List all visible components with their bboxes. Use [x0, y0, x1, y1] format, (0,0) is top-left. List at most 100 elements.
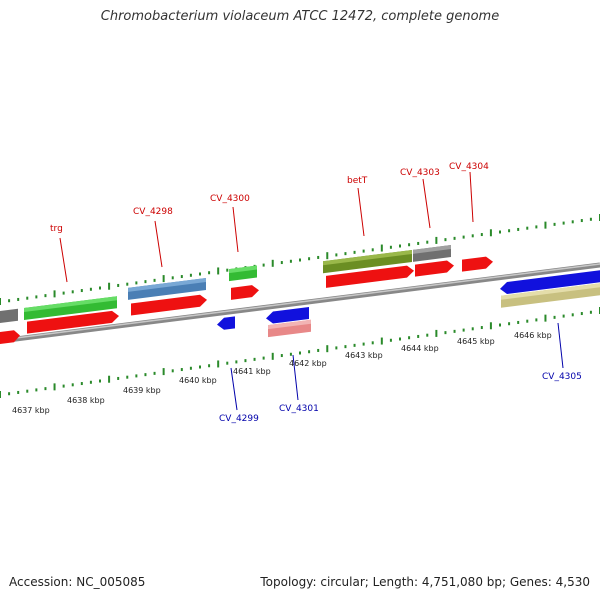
- tick-mark: [335, 253, 338, 257]
- tick-mark: [126, 282, 129, 286]
- scale-label: 4644 kbp: [401, 344, 439, 353]
- tick-mark: [8, 392, 11, 396]
- tick-mark: [317, 255, 320, 259]
- tick-mark: [44, 294, 47, 298]
- tick-mark: [480, 233, 483, 237]
- gene-label-cv4304: CV_4304: [449, 162, 489, 172]
- genome-summary-text: Topology: circular; Length: 4,751,080 bp…: [260, 575, 590, 589]
- tick-mark: [453, 236, 456, 240]
- tick-mark: [389, 245, 392, 249]
- tick-mark: [399, 337, 401, 341]
- tick-mark: [217, 360, 220, 368]
- tick-mark: [308, 257, 311, 261]
- tick-mark: [308, 350, 311, 354]
- tick-mark: [480, 326, 483, 330]
- tick-mark: [226, 361, 229, 365]
- tick-mark: [417, 334, 420, 338]
- tick-mark: [517, 320, 520, 324]
- tick-mark: [326, 345, 329, 353]
- tick-mark: [153, 371, 156, 375]
- outer-tick-row: [0, 214, 600, 305]
- tick-mark: [580, 312, 583, 316]
- tick-mark: [17, 297, 20, 301]
- tick-mark: [408, 243, 411, 247]
- tick-mark: [453, 329, 456, 333]
- tick-mark: [508, 229, 511, 233]
- tick-mark: [544, 314, 547, 322]
- cds-arrow-cv4304: [462, 256, 493, 272]
- tick-mark: [199, 365, 201, 369]
- tick-mark: [589, 310, 592, 314]
- tick-mark: [162, 275, 165, 283]
- tick-mark: [189, 273, 192, 277]
- gene-label-cv4301: CV_4301: [279, 404, 319, 414]
- tick-mark: [489, 322, 492, 330]
- tick-mark: [53, 290, 56, 298]
- tick-mark: [426, 240, 429, 244]
- tick-mark: [144, 280, 147, 284]
- tick-mark: [153, 278, 156, 282]
- tick-mark: [353, 250, 356, 254]
- tick-mark: [0, 391, 1, 398]
- reverse-labels: CV_4299 CV_4301 CV_4305: [219, 372, 582, 424]
- tick-mark: [80, 382, 83, 386]
- tick-mark: [299, 351, 301, 355]
- tick-mark: [117, 283, 120, 287]
- tick-mark: [208, 364, 211, 368]
- gene-label-cv4299: CV_4299: [219, 414, 259, 424]
- tick-mark: [417, 241, 420, 245]
- feature-gray-left: [0, 308, 18, 323]
- scale-label: 4645 kbp: [457, 337, 495, 346]
- tick-mark: [126, 375, 129, 379]
- cds-arrow-cv4298: [131, 294, 207, 316]
- tick-mark: [144, 373, 147, 377]
- tick-mark: [26, 389, 29, 393]
- gene-label-cv4303: CV_4303: [400, 168, 440, 178]
- tick-mark: [171, 276, 174, 280]
- scale-labels: 4637 kbp 4638 kbp 4639 kbp 4640 kbp 4641…: [12, 331, 552, 415]
- genome-backbone: [0, 262, 600, 344]
- tick-mark: [589, 217, 592, 221]
- tick-mark: [571, 220, 574, 224]
- tick-mark: [0, 298, 1, 305]
- scale-label: 4639 kbp: [123, 386, 161, 395]
- tick-mark: [80, 289, 83, 293]
- rev-arrow-cv4301: [266, 306, 309, 324]
- tick-mark: [562, 314, 565, 318]
- tick-mark: [508, 322, 511, 326]
- tick-mark: [189, 366, 192, 370]
- scale-label: 4640 kbp: [179, 376, 217, 385]
- forward-leaders: [59, 171, 474, 283]
- tick-mark: [462, 235, 465, 239]
- tick-mark: [135, 374, 138, 378]
- tick-mark: [253, 357, 256, 361]
- tick-mark: [526, 319, 529, 323]
- tick-mark: [426, 333, 429, 337]
- tick-mark: [244, 359, 247, 363]
- tick-mark: [117, 376, 120, 380]
- tick-mark: [344, 252, 347, 256]
- gene-label-cv4305: CV_4305: [542, 372, 582, 382]
- tick-mark: [262, 263, 265, 267]
- tick-mark: [62, 291, 65, 295]
- tick-mark: [71, 290, 74, 294]
- tick-mark: [99, 286, 101, 290]
- tick-mark: [517, 227, 520, 231]
- tick-mark: [180, 368, 183, 372]
- tick-mark: [489, 229, 492, 237]
- tick-mark: [526, 226, 529, 230]
- tick-mark: [344, 345, 347, 349]
- tick-mark: [335, 346, 338, 350]
- tick-mark: [444, 331, 447, 335]
- tick-mark: [262, 356, 265, 360]
- map-title: Chromobacterium violaceum ATCC 12472, co…: [100, 9, 500, 24]
- scale-label: 4641 kbp: [233, 367, 271, 376]
- tick-mark: [326, 252, 329, 260]
- tick-mark: [553, 315, 556, 319]
- tick-mark: [180, 275, 183, 279]
- tick-mark: [380, 337, 383, 345]
- tick-mark: [199, 272, 201, 276]
- tick-mark: [53, 383, 56, 391]
- forward-labels: trg CV_4298 CV_4300 betT CV_4303 CV_4304: [50, 162, 489, 234]
